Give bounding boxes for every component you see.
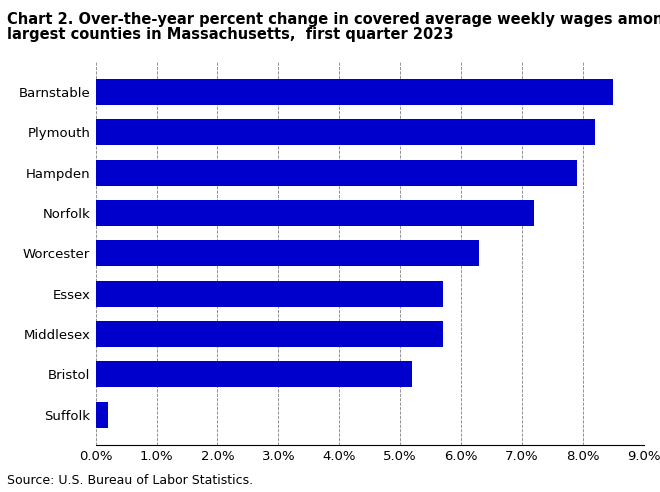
Bar xyxy=(96,280,443,307)
Bar xyxy=(96,119,595,146)
Text: Source: U.S. Bureau of Labor Statistics.: Source: U.S. Bureau of Labor Statistics. xyxy=(7,474,253,487)
Bar xyxy=(96,159,577,186)
Bar xyxy=(96,79,613,105)
Text: Chart 2. Over-the-year percent change in covered average weekly wages among the: Chart 2. Over-the-year percent change in… xyxy=(7,12,660,27)
Bar xyxy=(96,361,412,388)
Bar xyxy=(96,240,479,267)
Bar xyxy=(96,321,443,347)
Text: largest counties in Massachusetts,  first quarter 2023: largest counties in Massachusetts, first… xyxy=(7,27,453,42)
Bar xyxy=(96,200,534,226)
Bar xyxy=(96,401,108,428)
